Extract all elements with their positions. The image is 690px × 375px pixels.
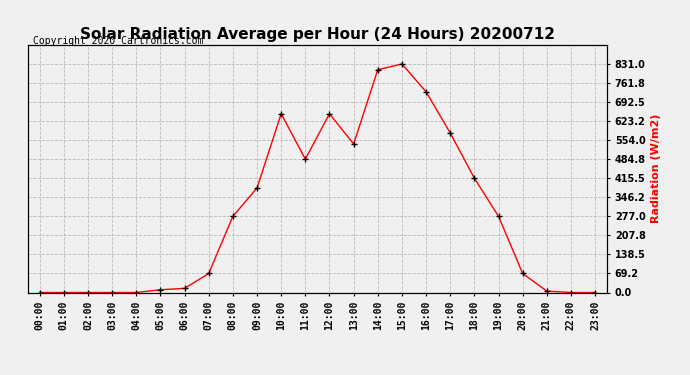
Title: Solar Radiation Average per Hour (24 Hours) 20200712: Solar Radiation Average per Hour (24 Hou…	[80, 27, 555, 42]
Y-axis label: Radiation (W/m2): Radiation (W/m2)	[651, 114, 662, 224]
Text: Copyright 2020 Cartronics.com: Copyright 2020 Cartronics.com	[33, 36, 204, 46]
